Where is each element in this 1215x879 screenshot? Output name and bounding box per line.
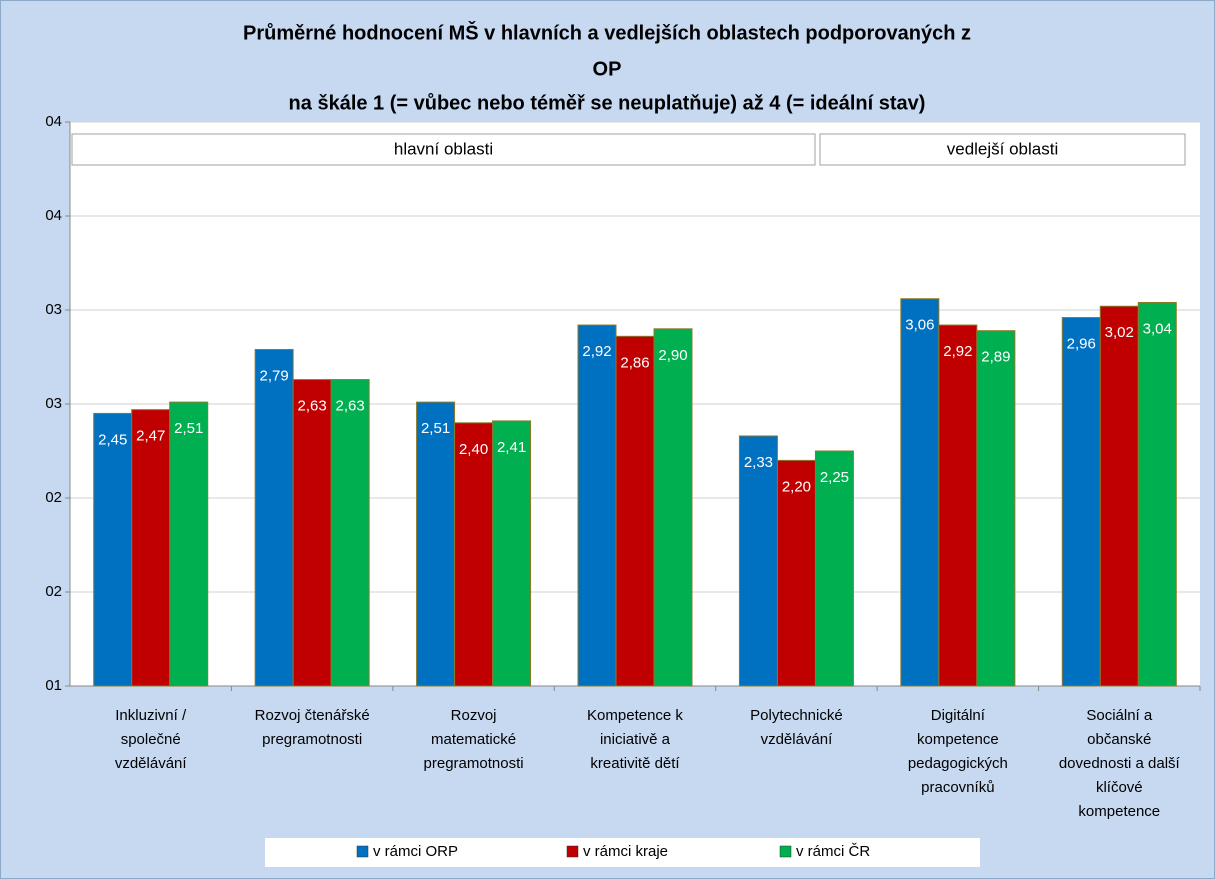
y-tick-label: 04 bbox=[45, 113, 62, 130]
bar bbox=[615, 335, 655, 687]
data-label: 2,86 bbox=[620, 354, 649, 371]
bar bbox=[292, 379, 332, 687]
y-tick-label: 02 bbox=[45, 489, 62, 506]
data-label: 2,51 bbox=[174, 420, 203, 437]
legend-swatch bbox=[779, 845, 792, 858]
x-tick-label: Inkluzivní / společné vzdělávání bbox=[115, 707, 188, 772]
y-tick-label: 02 bbox=[45, 583, 62, 600]
bar bbox=[492, 420, 532, 687]
data-label: 2,63 bbox=[336, 398, 365, 415]
bar bbox=[577, 324, 617, 687]
bar bbox=[254, 348, 294, 687]
legend-swatch bbox=[356, 845, 369, 858]
bar bbox=[814, 450, 854, 687]
y-tick-label: 03 bbox=[45, 301, 62, 318]
data-label: 2,92 bbox=[582, 343, 611, 360]
data-label: 2,89 bbox=[981, 349, 1010, 366]
bar bbox=[776, 459, 816, 687]
data-label: 2,41 bbox=[497, 439, 526, 456]
x-tick-label: Digitální kompetence pedagogických pracovní… bbox=[908, 707, 1008, 796]
data-label: 2,40 bbox=[459, 441, 488, 458]
y-tick-label: 04 bbox=[45, 207, 62, 224]
bar bbox=[454, 422, 494, 687]
group-box bbox=[819, 133, 1186, 166]
x-tick-label: Rozvoj matematické pregramotnosti bbox=[424, 707, 524, 772]
legend-label: v rámci kraje bbox=[583, 843, 668, 860]
data-label: 3,06 bbox=[905, 317, 934, 334]
bar bbox=[416, 401, 456, 687]
data-label: 2,51 bbox=[421, 420, 450, 437]
data-label: 2,25 bbox=[820, 469, 849, 486]
bar bbox=[131, 409, 171, 687]
data-label: 2,45 bbox=[98, 431, 127, 448]
chart-subtitle: na škále 1 (= vůbec nebo téměř se neupla… bbox=[289, 92, 926, 114]
legend-label: v rámci ČR bbox=[796, 843, 870, 860]
data-label: 2,92 bbox=[943, 343, 972, 360]
data-label: 2,79 bbox=[260, 367, 289, 384]
chart-title: OP bbox=[593, 58, 622, 80]
data-label: 2,96 bbox=[1067, 335, 1096, 352]
legend-swatch bbox=[566, 845, 579, 858]
bar bbox=[653, 328, 693, 687]
group-label: hlavní oblasti bbox=[394, 139, 493, 158]
data-label: 2,90 bbox=[658, 347, 687, 364]
y-tick-label: 03 bbox=[45, 395, 62, 412]
data-label: 2,20 bbox=[782, 478, 811, 495]
group-box bbox=[71, 133, 816, 166]
x-tick-label: Polytechnické vzdělávání bbox=[750, 707, 843, 748]
x-tick-label: Kompetence k iniciativě a kreativitě dětí bbox=[587, 707, 683, 772]
bar bbox=[93, 412, 133, 687]
bar bbox=[900, 298, 940, 687]
data-label: 3,02 bbox=[1105, 324, 1134, 341]
bar bbox=[330, 379, 370, 687]
bar bbox=[1061, 317, 1101, 687]
chart-title: Průměrné hodnocení MŠ v hlavních a vedle… bbox=[243, 20, 971, 44]
legend-box bbox=[265, 838, 980, 867]
group-label: vedlejší oblasti bbox=[947, 139, 1059, 158]
bar bbox=[1137, 301, 1177, 687]
y-tick-label: 01 bbox=[45, 677, 62, 694]
bar bbox=[938, 324, 978, 687]
data-label: 2,47 bbox=[136, 428, 165, 445]
x-tick-label: Rozvoj čtenářské pregramotnosti bbox=[255, 707, 370, 748]
data-label: 2,33 bbox=[744, 454, 773, 471]
bar bbox=[1099, 305, 1139, 687]
data-label: 2,63 bbox=[298, 398, 327, 415]
bar bbox=[169, 401, 209, 687]
data-label: 3,04 bbox=[1143, 320, 1172, 337]
bar bbox=[976, 330, 1016, 687]
legend-label: v rámci ORP bbox=[373, 843, 458, 860]
x-tick-label: Sociální a občanské dovednosti a další klíč… bbox=[1059, 707, 1181, 820]
bar bbox=[738, 435, 778, 687]
